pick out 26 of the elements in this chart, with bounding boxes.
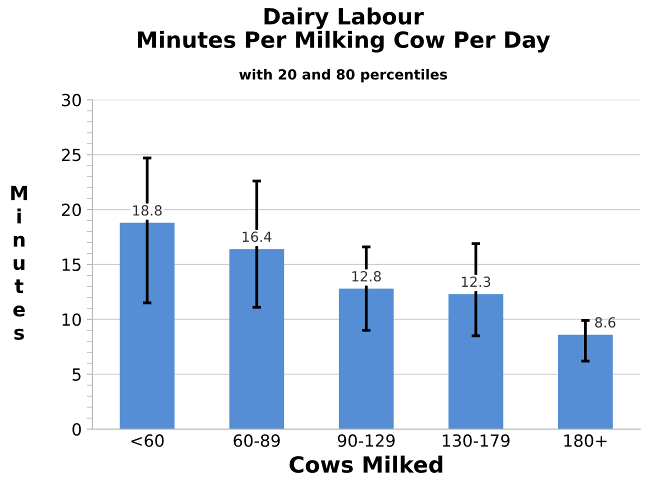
x-tick-label: 180+ bbox=[564, 434, 607, 447]
y-tick-label: 0 bbox=[72, 423, 81, 436]
y-tick-label: 20 bbox=[62, 204, 81, 216]
y-tick-label: 10 bbox=[62, 313, 81, 326]
y-tick-label: 15 bbox=[62, 258, 81, 272]
x-axis-title: Cows Milked bbox=[290, 456, 442, 473]
bar bbox=[120, 222, 175, 430]
x-tick-label: <60 bbox=[131, 434, 164, 447]
chart-subtitle: with 20 and 80 percentiles bbox=[239, 68, 447, 82]
bar bbox=[558, 334, 613, 430]
data-label: 12.8 bbox=[352, 271, 381, 282]
y-axis-title: Minutes bbox=[11, 186, 27, 340]
y-tick-label: 5 bbox=[72, 368, 81, 381]
data-label: 12.3 bbox=[462, 276, 490, 288]
data-label: 18.8 bbox=[133, 205, 162, 216]
chart-title: Dairy Labour Minutes Per Milking Cow Per Day bbox=[138, 7, 550, 53]
x-tick-label: 90-129 bbox=[338, 434, 395, 447]
y-tick-label: 25 bbox=[62, 148, 81, 162]
bar bbox=[229, 249, 284, 430]
x-tick-label: 60-89 bbox=[234, 434, 280, 447]
bar bbox=[338, 288, 394, 430]
x-tick-label: 130-179 bbox=[442, 434, 510, 447]
data-label: 8.6 bbox=[595, 317, 616, 328]
y-tick-label: 30 bbox=[62, 94, 81, 106]
data-label: 16.4 bbox=[242, 232, 272, 242]
bar bbox=[448, 294, 504, 430]
